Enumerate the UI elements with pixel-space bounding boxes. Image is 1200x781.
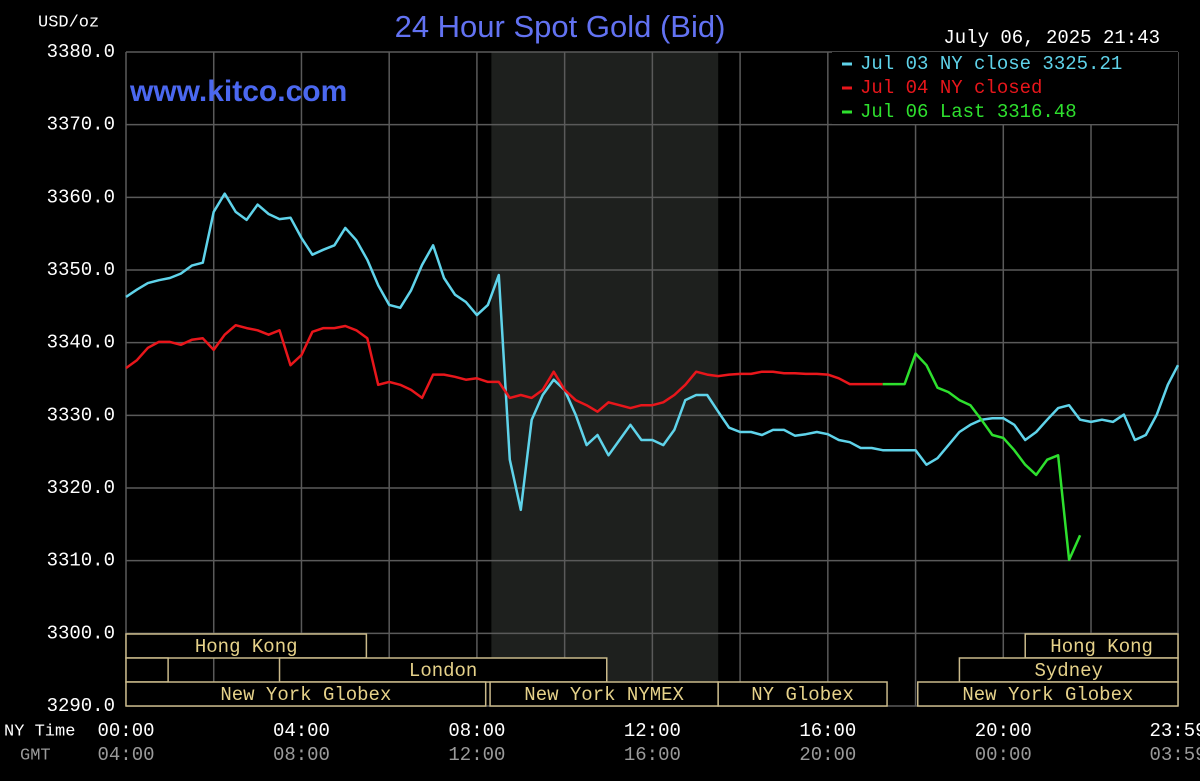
x-tick-label: 12:00	[624, 720, 681, 742]
session-label: London	[409, 660, 477, 682]
x2-tick-label: 00:00	[975, 744, 1032, 766]
session-box	[125, 633, 368, 659]
session-box	[1024, 633, 1179, 659]
x-axis-label: NY Time	[4, 722, 75, 741]
y-tick-label: 3370.0	[47, 114, 115, 136]
x2-tick-label: 04:00	[97, 744, 154, 766]
y-tick-label: 3310.0	[47, 550, 115, 572]
session-label: Hong Kong	[1050, 636, 1153, 658]
x2-tick-label: 16:00	[624, 744, 681, 766]
y-tick-label: 3290.0	[47, 695, 115, 717]
session-box	[489, 681, 719, 707]
legend-label: Jul 03 NY close 3325.21	[860, 53, 1122, 75]
session-label: New York Globex	[962, 684, 1133, 706]
shade-layer	[491, 52, 719, 706]
session-label: Sydney	[1035, 660, 1103, 682]
x-tick-label: 20:00	[975, 720, 1032, 742]
chart-title: 24 Hour Spot Gold (Bid)	[395, 9, 726, 44]
x-tick-label: 00:00	[97, 720, 154, 742]
x2-tick-label: 03:59	[1149, 744, 1200, 766]
y-tick-label: 3330.0	[47, 404, 115, 426]
legend-background	[832, 100, 1178, 124]
y-tick-label: 3380.0	[47, 41, 115, 63]
session-box	[125, 681, 487, 707]
x2-axis-label: GMT	[20, 746, 51, 765]
x2-tick-label: 20:00	[799, 744, 856, 766]
shaded-region	[491, 52, 719, 706]
session-box	[717, 681, 888, 707]
y-tick-label: 3300.0	[47, 622, 115, 644]
timestamp: July 06, 2025 21:43	[943, 27, 1160, 49]
session-label: New York NYMEX	[524, 684, 684, 706]
line-layer	[125, 192, 1180, 562]
grid-layer	[125, 51, 1179, 707]
session-label: New York Globex	[220, 684, 391, 706]
series-line	[125, 192, 1180, 512]
label-layer: 24 Hour Spot Gold (Bid) www.kitco.com Ju…	[4, 9, 1200, 766]
x-tick-label: 23:59	[1149, 720, 1200, 742]
session-box	[125, 657, 169, 683]
legend-label: Jul 06 Last 3316.48	[860, 101, 1077, 123]
session-label: Hong Kong	[195, 636, 298, 658]
session-label: NY Globex	[751, 684, 854, 706]
x-tick-label: 04:00	[273, 720, 330, 742]
legend-label: Jul 04 NY closed	[860, 77, 1042, 99]
x2-tick-label: 12:00	[448, 744, 505, 766]
series-line	[125, 323, 883, 413]
y-tick-label: 3340.0	[47, 332, 115, 354]
y-tick-label: 3360.0	[47, 186, 115, 208]
x-tick-label: 08:00	[448, 720, 505, 742]
x-tick-label: 16:00	[799, 720, 856, 742]
session-box	[917, 681, 1179, 707]
x2-tick-label: 08:00	[273, 744, 330, 766]
y-tick-label: 3350.0	[47, 259, 115, 281]
legend-background	[832, 76, 1178, 100]
legend-background	[832, 52, 1178, 76]
y-tick-label: 3320.0	[47, 477, 115, 499]
series-line	[882, 352, 1082, 562]
watermark: www.kitco.com	[129, 75, 347, 108]
y-axis-label: USD/oz	[38, 13, 99, 32]
